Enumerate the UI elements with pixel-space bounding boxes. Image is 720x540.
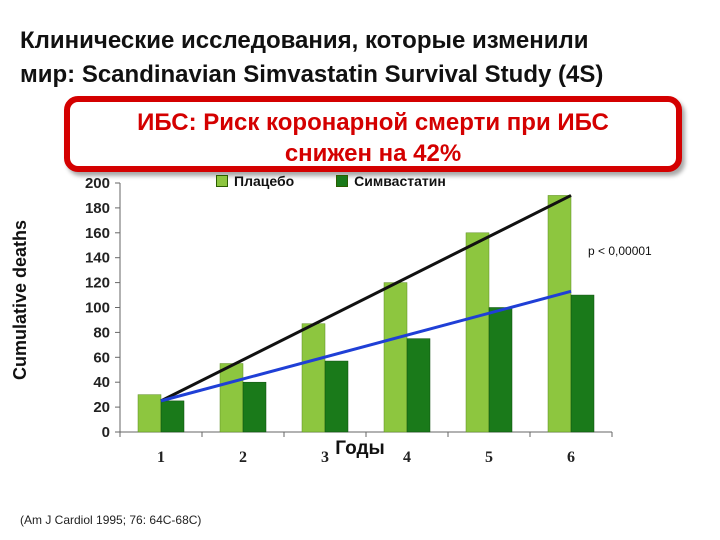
y-tick-label: 60 <box>93 349 110 366</box>
y-tick-label: 200 <box>85 175 110 192</box>
bar-simvastatin <box>488 307 513 433</box>
legend-swatch-placebo <box>216 175 228 187</box>
slide-title: Клинические исследования, которые измени… <box>20 24 710 92</box>
x-tick-label: 2 <box>239 449 247 466</box>
x-tick-label: 6 <box>567 449 575 466</box>
callout-line-1: ИБС: Риск коронарной смерти при ИБС <box>137 109 609 136</box>
y-tick-label: 80 <box>93 324 110 341</box>
trend-line-placebo <box>160 194 572 403</box>
y-tick-label: 20 <box>93 399 110 416</box>
bar-simvastatin <box>160 400 185 433</box>
y-tick-label: 0 <box>102 424 110 441</box>
callout-line-2: снижен на 42% <box>284 140 462 167</box>
y-tick-label: 40 <box>93 374 110 391</box>
y-tick-label: 160 <box>85 225 110 242</box>
x-tick-label: 5 <box>485 449 493 466</box>
source-citation: (Am J Cardiol 1995; 76: 64C-68C) <box>20 513 202 527</box>
bar-simvastatin <box>406 338 431 433</box>
title-line-2: мир: Scandinavian Simvastatin Survival S… <box>20 61 604 88</box>
y-axis-label: Cumulative deaths <box>10 219 30 381</box>
chart-legend: Плацебо Симвастатин <box>216 173 446 189</box>
bar-placebo <box>383 282 408 433</box>
x-axis-label: Годы <box>335 438 385 459</box>
callout-box: ИБС: Риск коронарной смерти при ИБС сниж… <box>64 96 682 172</box>
y-tick-label: 100 <box>85 300 110 317</box>
bar-simvastatin <box>324 360 349 433</box>
bar-placebo <box>547 195 572 433</box>
legend-swatch-simvastatin <box>336 175 349 187</box>
y-tick-label: 120 <box>85 275 110 292</box>
bar-simvastatin <box>570 294 595 433</box>
bar-placebo <box>465 232 490 433</box>
bar-placebo <box>219 363 244 433</box>
x-tick-label: 1 <box>157 449 165 466</box>
p-value-annotation: p < 0,00001 <box>588 244 652 258</box>
y-tick-label: 140 <box>85 250 110 267</box>
bar-placebo <box>137 394 162 433</box>
trend-line-simvastatin <box>160 289 572 403</box>
title-line-1: Клинические исследования, которые измени… <box>20 27 589 54</box>
x-tick-label: 4 <box>403 449 411 466</box>
x-tick-label: 3 <box>321 449 329 466</box>
y-tick-label: 180 <box>85 200 110 217</box>
bar-placebo <box>301 323 326 433</box>
legend-label-simvastatin: Симвастатин <box>354 173 446 189</box>
bar-simvastatin <box>242 381 267 433</box>
legend-label-placebo: Плацебо <box>234 173 295 189</box>
